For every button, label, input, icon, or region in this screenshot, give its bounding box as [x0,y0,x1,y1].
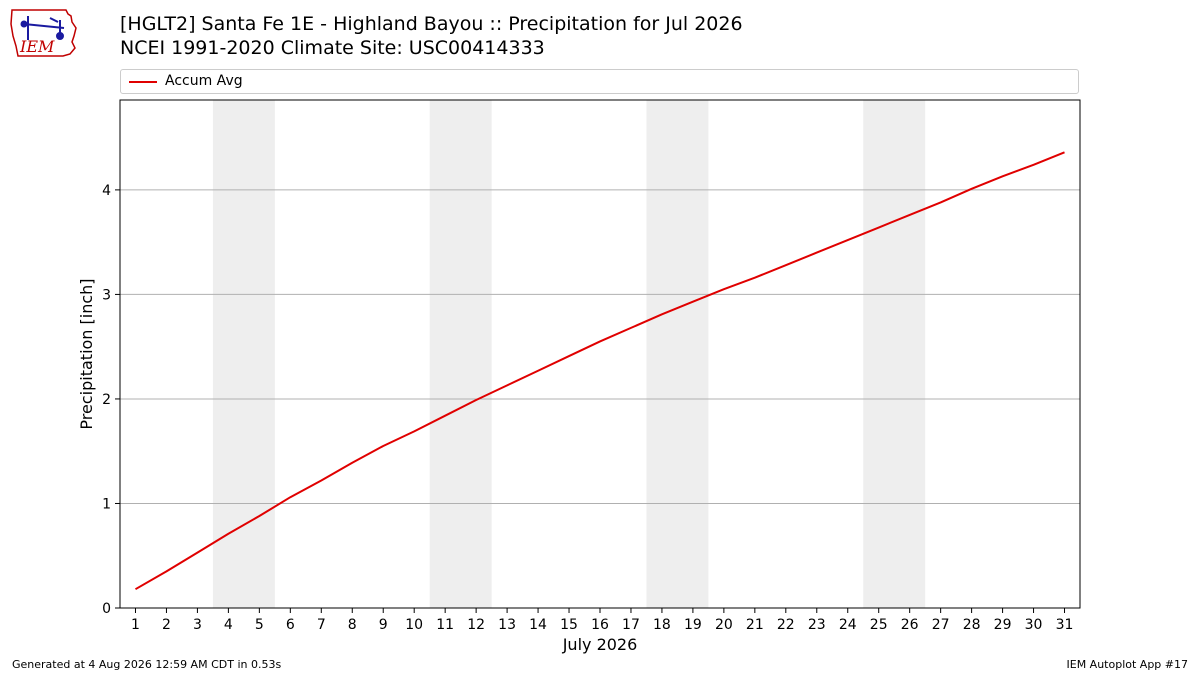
legend-label-accum-avg: Accum Avg [165,73,243,89]
x-tick-label-6: 6 [286,617,295,633]
x-tick-label-30: 30 [1025,617,1043,633]
y-tick-label-1: 1 [102,496,111,512]
x-tick-label-19: 19 [684,617,702,633]
y-axis-label: Precipitation [inch] [77,278,96,429]
y-tick-label-2: 2 [102,392,111,408]
x-tick-label-14: 14 [529,617,547,633]
x-tick-label-7: 7 [317,617,326,633]
x-tick-label-2: 2 [162,617,171,633]
x-tick-label-26: 26 [901,617,919,633]
title-line-2: NCEI 1991-2020 Climate Site: USC00414333 [120,37,545,59]
x-tick-label-1: 1 [131,617,140,633]
x-tick-label-17: 17 [622,617,640,633]
x-tick-label-11: 11 [436,617,454,633]
x-tick-label-18: 18 [653,617,671,633]
x-tick-label-29: 29 [994,617,1012,633]
x-tick-label-3: 3 [193,617,202,633]
x-axis-label: July 2026 [562,635,638,654]
x-tick-label-12: 12 [467,617,485,633]
y-tick-label-4: 4 [102,183,111,199]
x-tick-label-31: 31 [1056,617,1074,633]
x-tick-label-24: 24 [839,617,857,633]
x-tick-label-13: 13 [498,617,516,633]
legend: Accum Avg [120,69,1079,94]
iem-logo: IEM [10,9,77,57]
x-tick-label-8: 8 [348,617,357,633]
x-tick-label-15: 15 [560,617,578,633]
x-tick-label-22: 22 [777,617,795,633]
weekend-band-1 [429,100,492,608]
x-tick-label-28: 28 [963,617,981,633]
weekend-band-0 [212,100,275,608]
x-tick-label-20: 20 [715,617,733,633]
weekend-band-2 [646,100,709,608]
x-tick-label-5: 5 [255,617,264,633]
logo-text: IEM [19,37,55,56]
y-tick-label-0: 0 [102,601,111,617]
x-tick-label-23: 23 [808,617,826,633]
x-tick-label-9: 9 [379,617,388,633]
chart-title: [HGLT2] Santa Fe 1E - Highland Bayou :: … [120,12,743,60]
app-credit: IEM Autoplot App #17 [1066,658,1189,671]
x-tick-label-25: 25 [870,617,888,633]
generated-timestamp: Generated at 4 Aug 2026 12:59 AM CDT in … [12,658,282,671]
legend-swatch-accum-avg [129,81,157,83]
title-line-1: [HGLT2] Santa Fe 1E - Highland Bayou :: … [120,13,743,35]
x-tick-label-21: 21 [746,617,764,633]
y-tick-label-3: 3 [102,287,111,303]
x-tick-label-10: 10 [405,617,423,633]
x-tick-label-27: 27 [932,617,950,633]
weekend-band-3 [863,100,926,608]
x-tick-label-16: 16 [591,617,609,633]
x-tick-label-4: 4 [224,617,233,633]
